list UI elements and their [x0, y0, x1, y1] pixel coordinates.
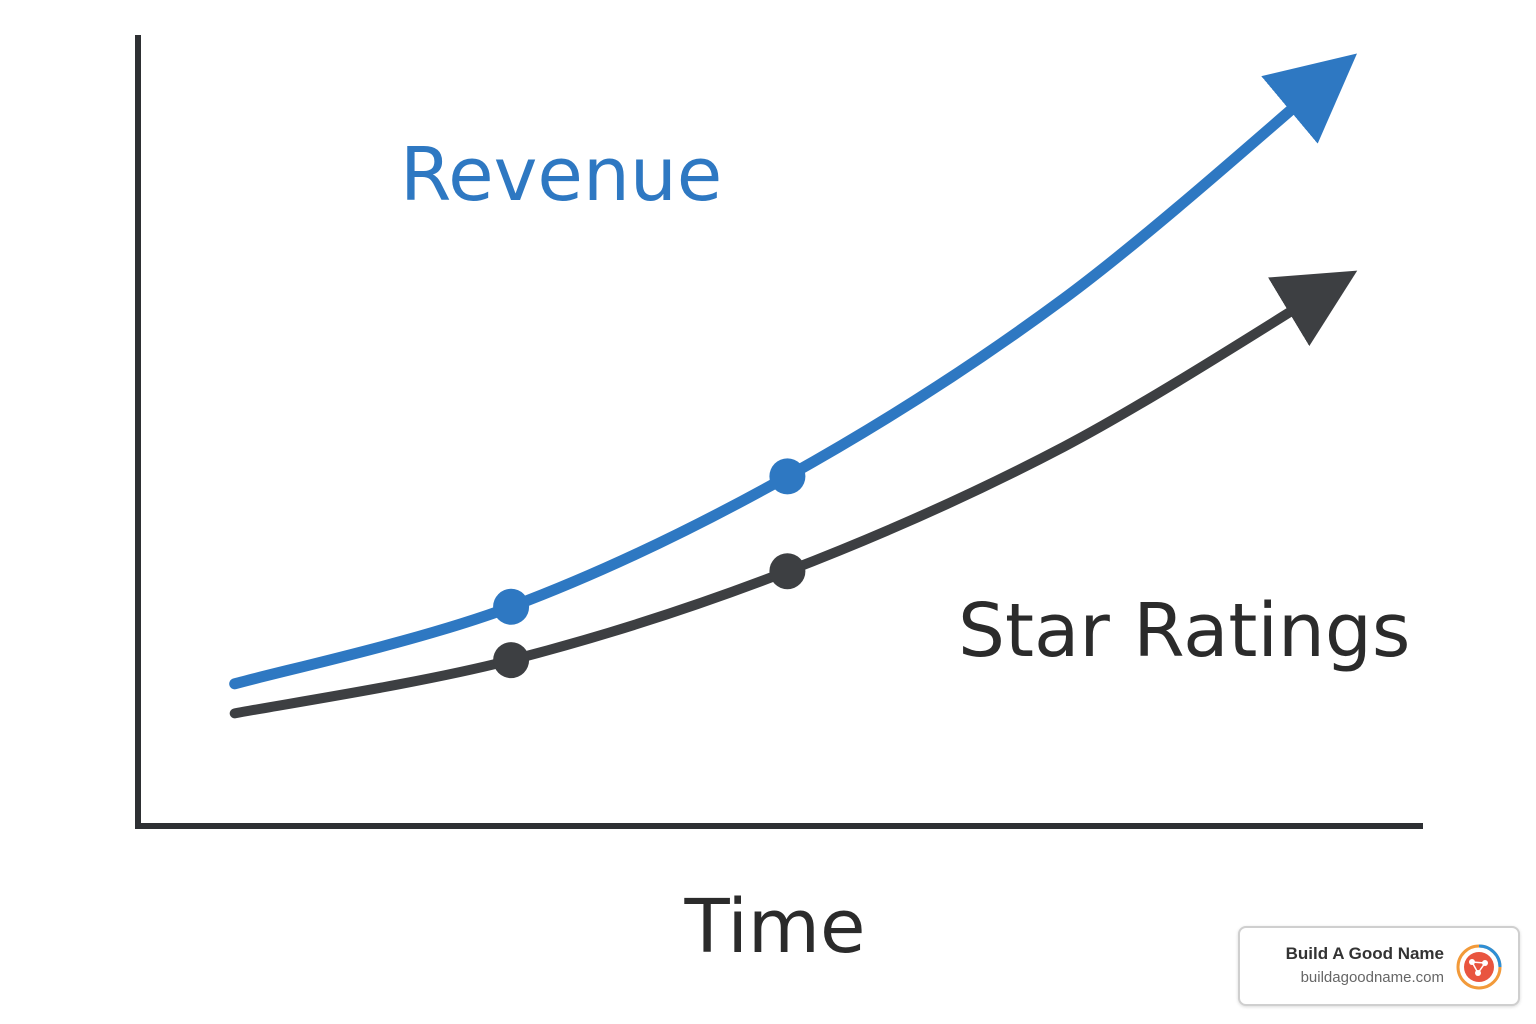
- series-1-point-2: [769, 553, 806, 590]
- brand-badge[interactable]: Build A Good Name buildagoodname.com: [1238, 926, 1520, 1006]
- star-ratings-series-label: Star Ratings: [958, 588, 1410, 674]
- logo-icon: [1456, 944, 1502, 990]
- x-axis-label: Time: [683, 884, 865, 970]
- brand-url: buildagoodname.com: [1300, 969, 1444, 986]
- series-1-point-1: [493, 642, 530, 679]
- series-0-point-2: [769, 458, 806, 495]
- brand-name: Build A Good Name: [1285, 944, 1444, 963]
- series-0-point-1: [493, 588, 530, 625]
- revenue-series-label: Revenue: [400, 132, 722, 218]
